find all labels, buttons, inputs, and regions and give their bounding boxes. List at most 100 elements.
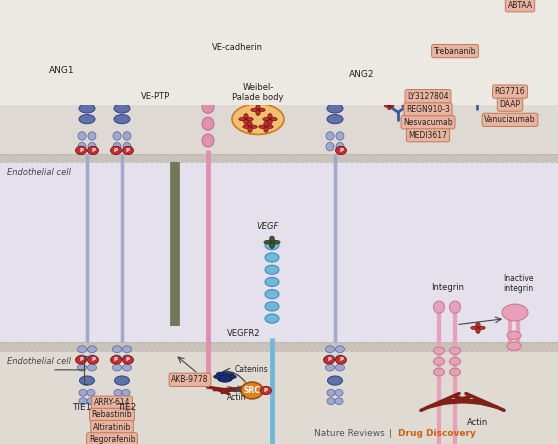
Text: VEGF: VEGF [257, 222, 279, 231]
Text: Regorafenib: Regorafenib [89, 435, 135, 444]
Ellipse shape [113, 61, 122, 67]
Ellipse shape [465, 96, 470, 98]
Ellipse shape [123, 355, 132, 362]
Ellipse shape [388, 106, 391, 110]
Ellipse shape [123, 70, 132, 77]
Ellipse shape [327, 93, 343, 102]
Ellipse shape [217, 373, 233, 382]
Ellipse shape [434, 357, 445, 365]
Bar [0, 341, 558, 351]
Ellipse shape [434, 347, 445, 355]
Ellipse shape [332, 74, 338, 81]
Ellipse shape [239, 118, 246, 121]
Ellipse shape [410, 41, 413, 45]
Text: P: P [114, 148, 118, 153]
Ellipse shape [88, 355, 97, 362]
Ellipse shape [264, 121, 268, 127]
Ellipse shape [123, 79, 132, 86]
Text: Inactive
integrin: Inactive integrin [503, 274, 533, 293]
Text: ARRY-614: ARRY-614 [94, 398, 130, 407]
Ellipse shape [326, 143, 334, 151]
Ellipse shape [123, 346, 132, 353]
Ellipse shape [335, 47, 344, 55]
Ellipse shape [229, 375, 237, 379]
Ellipse shape [265, 289, 279, 299]
Ellipse shape [259, 125, 266, 128]
Ellipse shape [502, 304, 528, 321]
Ellipse shape [326, 132, 334, 140]
Ellipse shape [507, 342, 521, 350]
Ellipse shape [393, 38, 396, 41]
Ellipse shape [202, 100, 214, 113]
Ellipse shape [452, 4, 459, 7]
Text: Rebastinib: Rebastinib [92, 410, 132, 420]
Ellipse shape [483, 94, 485, 97]
Ellipse shape [119, 64, 124, 70]
Ellipse shape [114, 389, 122, 396]
Ellipse shape [270, 236, 275, 242]
Ellipse shape [476, 322, 480, 328]
Ellipse shape [113, 79, 122, 86]
Ellipse shape [326, 72, 335, 76]
Ellipse shape [202, 50, 214, 63]
Ellipse shape [122, 389, 130, 396]
Ellipse shape [390, 40, 395, 43]
Ellipse shape [336, 143, 344, 151]
Text: TIE2: TIE2 [117, 403, 137, 412]
Text: P: P [91, 148, 95, 153]
Ellipse shape [123, 61, 132, 67]
Ellipse shape [335, 79, 344, 86]
Circle shape [335, 146, 347, 155]
Ellipse shape [114, 93, 130, 102]
Ellipse shape [471, 326, 478, 329]
Ellipse shape [88, 132, 96, 140]
Circle shape [123, 146, 133, 155]
Ellipse shape [88, 364, 97, 371]
Text: SRC: SRC [243, 386, 261, 395]
Text: VE-PTP: VE-PTP [141, 92, 170, 102]
Ellipse shape [250, 125, 257, 128]
Text: P: P [339, 148, 343, 153]
Ellipse shape [114, 115, 130, 124]
Text: P: P [114, 357, 118, 362]
Ellipse shape [327, 104, 343, 113]
Ellipse shape [79, 389, 87, 396]
Bar [0, 351, 558, 444]
Ellipse shape [79, 115, 95, 124]
Ellipse shape [388, 102, 391, 106]
Ellipse shape [88, 143, 96, 151]
Ellipse shape [88, 70, 97, 77]
Ellipse shape [265, 265, 279, 274]
Ellipse shape [78, 79, 86, 86]
Ellipse shape [410, 38, 413, 41]
Ellipse shape [264, 240, 272, 244]
Text: DAAP: DAAP [499, 100, 521, 109]
Ellipse shape [78, 346, 86, 353]
Ellipse shape [406, 40, 411, 43]
Bar [0, 105, 558, 154]
Ellipse shape [123, 132, 131, 140]
Ellipse shape [327, 398, 335, 404]
Bar [0, 162, 558, 341]
Text: Nesvacumab: Nesvacumab [403, 118, 453, 127]
Ellipse shape [222, 371, 228, 375]
Ellipse shape [484, 96, 489, 98]
Ellipse shape [88, 79, 97, 86]
Ellipse shape [113, 355, 122, 362]
Ellipse shape [450, 369, 460, 376]
Circle shape [241, 382, 263, 399]
Ellipse shape [243, 125, 250, 128]
Ellipse shape [268, 119, 272, 125]
Ellipse shape [113, 132, 121, 140]
Ellipse shape [335, 70, 344, 77]
Ellipse shape [450, 5, 454, 11]
Text: P: P [79, 357, 83, 362]
Text: Drug Discovery: Drug Discovery [398, 429, 476, 438]
Ellipse shape [327, 389, 335, 396]
Ellipse shape [248, 127, 252, 132]
Ellipse shape [325, 346, 334, 353]
Ellipse shape [244, 119, 248, 125]
Ellipse shape [263, 118, 270, 121]
Ellipse shape [272, 240, 280, 244]
Ellipse shape [335, 355, 344, 362]
